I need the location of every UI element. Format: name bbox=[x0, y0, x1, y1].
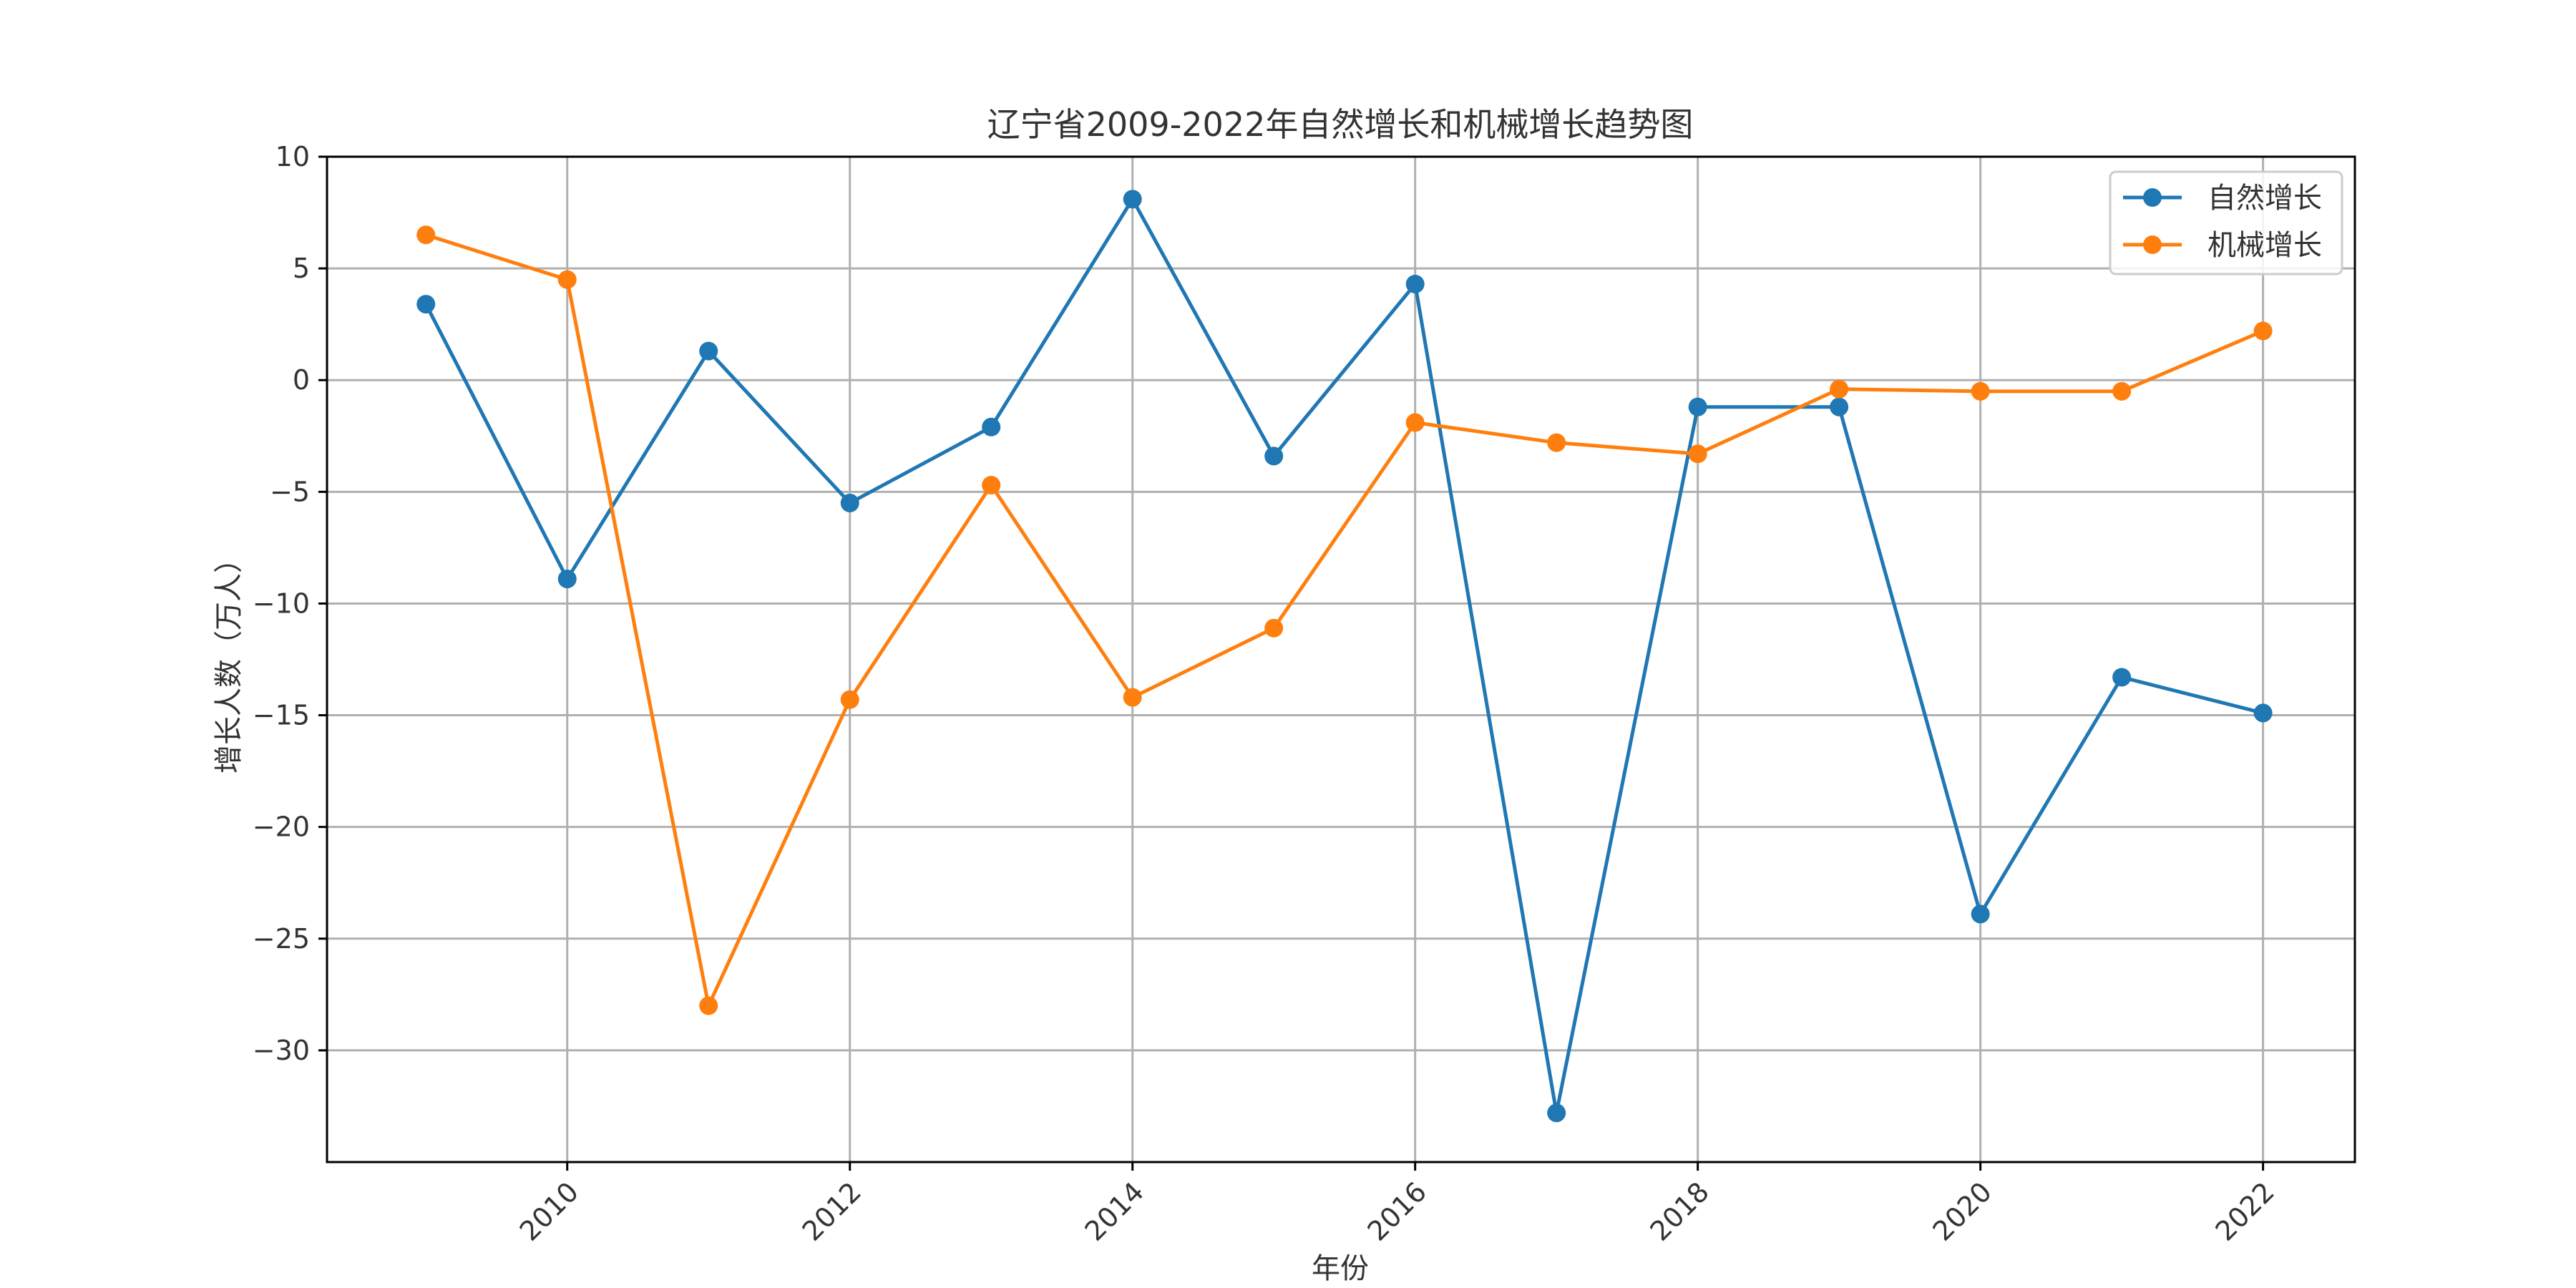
y-tick-label: −10 bbox=[253, 587, 310, 619]
data-point-migration bbox=[2253, 321, 2273, 341]
legend: 自然增长 机械增长 bbox=[2109, 170, 2343, 275]
data-point-natural bbox=[982, 417, 1001, 436]
data-point-natural bbox=[557, 570, 577, 589]
y-tick-label: −25 bbox=[253, 923, 310, 955]
plot-frame bbox=[326, 155, 2356, 1163]
legend-label-migration: 机械增长 bbox=[2207, 229, 2322, 262]
data-point-migration bbox=[1123, 688, 1142, 707]
data-point-migration bbox=[699, 996, 718, 1015]
data-point-natural bbox=[1405, 274, 1425, 293]
series-line-natural bbox=[424, 197, 2264, 1115]
data-point-natural bbox=[1688, 397, 1707, 416]
data-point-natural bbox=[840, 493, 859, 512]
data-point-natural bbox=[1264, 447, 1284, 466]
y-tick-label: −30 bbox=[253, 1035, 310, 1066]
data-point-migration bbox=[1971, 381, 1990, 401]
legend-label-natural: 自然增长 bbox=[2207, 182, 2322, 215]
x-tick-label: 2018 bbox=[1644, 1176, 1716, 1247]
x-tick-label: 2020 bbox=[1927, 1176, 1999, 1247]
data-point-natural bbox=[1971, 904, 1990, 924]
data-point-migration bbox=[1688, 444, 1707, 464]
data-point-natural bbox=[1830, 397, 1849, 416]
y-tick-label: −5 bbox=[270, 476, 310, 507]
data-point-migration bbox=[982, 475, 1001, 494]
data-point-migration bbox=[1547, 433, 1566, 452]
data-point-natural bbox=[1547, 1103, 1566, 1123]
y-tick-label: 0 bbox=[293, 364, 310, 396]
data-point-migration bbox=[557, 270, 577, 289]
y-axis-label: 增长人数（万人） bbox=[213, 545, 245, 774]
data-point-natural bbox=[416, 295, 436, 314]
data-point-migration bbox=[840, 690, 859, 709]
data-point-natural bbox=[2112, 668, 2132, 687]
data-point-migration bbox=[1264, 618, 1284, 638]
y-tick-label: 5 bbox=[293, 253, 310, 284]
data-point-migration bbox=[2112, 381, 2132, 401]
legend-marker-migration bbox=[2143, 235, 2162, 254]
x-tick-label: 2010 bbox=[514, 1176, 585, 1247]
grid-lines bbox=[327, 155, 2355, 1162]
chart-title: 辽宁省2009-2022年自然增长和机械增长趋势图 bbox=[987, 105, 1694, 144]
legend-marker-natural bbox=[2143, 188, 2162, 207]
y-tick-label: 10 bbox=[275, 141, 310, 172]
data-point-migration bbox=[1405, 413, 1425, 432]
data-point-migration bbox=[1830, 379, 1849, 399]
x-tick-label: 2014 bbox=[1079, 1176, 1151, 1247]
data-point-migration bbox=[416, 225, 436, 245]
x-axis-label: 年份 bbox=[1312, 1252, 1369, 1285]
series-line-migration bbox=[425, 233, 2264, 1008]
data-point-natural bbox=[699, 341, 718, 361]
x-axis-ticks: 2010 2012 2014 2016 2018 2020 2022 bbox=[514, 1162, 2280, 1247]
x-tick-label: 2022 bbox=[2209, 1176, 2280, 1247]
x-tick-label: 2012 bbox=[796, 1176, 868, 1247]
data-point-natural bbox=[2253, 703, 2273, 723]
y-tick-label: −15 bbox=[253, 700, 310, 731]
x-tick-label: 2016 bbox=[1362, 1176, 1433, 1247]
data-point-natural bbox=[1123, 190, 1142, 209]
y-tick-label: −20 bbox=[253, 811, 310, 843]
y-axis-ticks: 10 5 0 −5 −10 −15 −20 −25 −30 bbox=[253, 141, 327, 1066]
series-layer bbox=[416, 190, 2273, 1123]
